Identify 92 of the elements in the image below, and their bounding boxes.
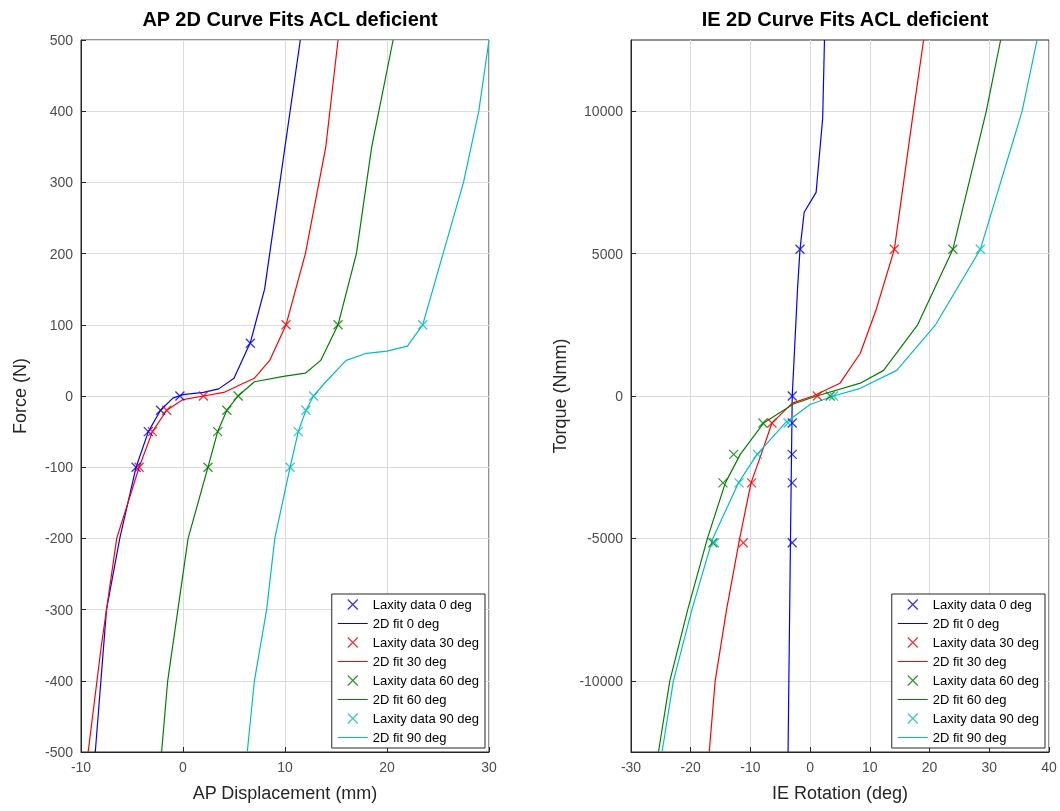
y-tick-label: 300: [49, 174, 74, 191]
legend-label: Laxity data 0 deg: [372, 597, 472, 612]
line-series: [87, 39, 339, 753]
legend-label: Laxity data 30 deg: [932, 635, 1039, 650]
legend-label: Laxity data 60 deg: [372, 673, 479, 688]
line-series: [787, 39, 826, 753]
point: [746, 477, 757, 489]
point: [752, 449, 763, 460]
point: [198, 390, 209, 402]
legend-label: Laxity data 0 deg: [932, 597, 1032, 612]
legend-label: 2D fit 90 deg: [932, 730, 1007, 745]
x-tick-label: 0: [179, 759, 188, 775]
point: [155, 405, 166, 416]
x-tick-label: -10: [740, 759, 761, 775]
point: [812, 390, 823, 402]
point: [232, 390, 244, 402]
point: [147, 426, 158, 437]
y-axis-title: Torque (Nmm): [549, 338, 570, 454]
point: [284, 462, 296, 473]
legend-label: 2D fit 0 deg: [372, 616, 440, 631]
point: [787, 417, 798, 429]
y-tick-label: 100: [49, 316, 74, 333]
legend-label: 2D fit 30 deg: [932, 654, 1007, 669]
point: [787, 537, 798, 548]
y-tick-label: -300: [44, 601, 74, 618]
legend-label: 2D fit 60 deg: [932, 692, 1007, 707]
x-tick-label: 20: [921, 759, 938, 775]
point: [308, 390, 319, 402]
x-tick-label: -10: [70, 759, 92, 775]
point: [221, 405, 233, 416]
point: [417, 319, 428, 330]
x-tick-label: 20: [379, 759, 395, 775]
legend-label: Laxity data 90 deg: [372, 711, 479, 726]
chart-title: AP 2D Curve Fits ACL deficient: [142, 8, 438, 30]
point: [787, 477, 798, 489]
x-axis-title: IE Rotation (deg): [771, 783, 909, 803]
point: [212, 426, 223, 437]
point: [717, 477, 729, 489]
x-tick-label: 40: [1041, 759, 1057, 775]
line-series: [708, 39, 925, 753]
y-tick-label: -10000: [579, 672, 624, 689]
point: [293, 426, 304, 437]
point: [161, 405, 172, 416]
x-tick-label: 30: [481, 759, 497, 775]
point: [280, 319, 292, 330]
point: [245, 338, 256, 349]
legend-label: 2D fit 30 deg: [372, 654, 447, 669]
point: [947, 244, 959, 255]
point: [202, 462, 214, 473]
legend-label: 2D fit 0 deg: [932, 616, 1000, 631]
legend-label: 2D fit 90 deg: [372, 730, 447, 745]
line-series: [94, 39, 301, 753]
legend-label: Laxity data 90 deg: [932, 711, 1039, 726]
point: [174, 390, 186, 402]
y-tick-label: -100: [44, 459, 74, 476]
point: [738, 537, 749, 548]
y-tick-label: 400: [49, 103, 74, 120]
y-tick-label: -400: [44, 672, 74, 689]
point: [889, 244, 900, 255]
point: [782, 417, 794, 429]
x-tick-label: -20: [680, 759, 702, 775]
point: [332, 319, 344, 330]
legend-label: Laxity data 30 deg: [372, 635, 479, 650]
y-tick-label: 0: [615, 388, 624, 404]
point: [787, 449, 798, 460]
y-tick-label: 10000: [584, 103, 624, 120]
point: [757, 417, 769, 429]
point: [733, 477, 745, 489]
y-tick-label: -200: [44, 530, 74, 547]
point: [728, 449, 739, 460]
x-tick-label: -30: [620, 759, 642, 775]
x-tick-label: 0: [806, 759, 815, 775]
point: [975, 244, 986, 255]
x-tick-label: 30: [981, 759, 998, 775]
chart-title: IE 2D Curve Fits ACL deficient: [701, 8, 989, 30]
x-axis-title: AP Displacement (mm): [192, 783, 378, 803]
y-tick-label: 5000: [591, 245, 624, 262]
x-tick-label: 10: [277, 759, 293, 775]
legend-label: Laxity data 60 deg: [932, 673, 1039, 688]
legend-label: 2D fit 60 deg: [372, 692, 447, 707]
point: [143, 426, 154, 437]
y-axis-title: Force (N): [10, 358, 30, 434]
point: [766, 417, 778, 429]
x-tick-label: 10: [862, 759, 878, 775]
point: [787, 390, 798, 402]
point: [794, 244, 806, 255]
y-tick-label: 500: [49, 32, 74, 48]
y-tick-label: -500: [44, 744, 74, 760]
y-tick-label: 0: [65, 388, 74, 404]
point: [300, 405, 312, 416]
y-tick-label: -5000: [587, 530, 624, 547]
y-tick-label: 200: [49, 245, 74, 262]
